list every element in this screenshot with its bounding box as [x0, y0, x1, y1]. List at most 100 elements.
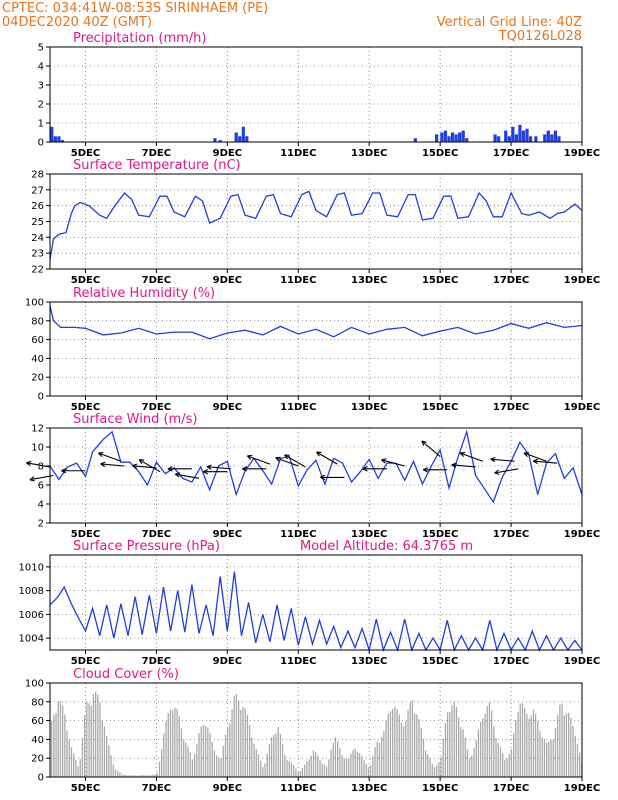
cloud-bar	[506, 758, 508, 777]
precip-bar	[450, 132, 455, 142]
y-tick-label: 1004	[19, 634, 44, 645]
cloud-bar	[524, 708, 526, 777]
cloud-bar	[515, 720, 517, 777]
precip-bar	[57, 136, 61, 142]
cloud-bar	[367, 767, 370, 777]
cloud-bar	[154, 774, 156, 777]
y-tick-label: 20	[31, 373, 44, 384]
cloud-bar	[227, 727, 229, 777]
cloud-bar	[125, 775, 128, 777]
cloud-bar	[130, 775, 132, 777]
y-tick-label: 23	[31, 249, 44, 260]
precip-bar	[440, 132, 444, 142]
wind-arrow	[421, 440, 441, 457]
x-tick-label: 5DEC	[71, 402, 100, 413]
y-tick-label: 5	[38, 43, 44, 54]
cloud-bar	[53, 715, 55, 777]
cloud-bar	[387, 713, 389, 777]
cloud-bar	[70, 747, 73, 777]
cloud-bar	[372, 755, 374, 777]
cloud-bar	[473, 748, 475, 777]
wind-arrow	[138, 459, 161, 473]
precip-bar	[234, 132, 238, 142]
cloud-bar	[365, 764, 367, 777]
x-tick-label: 17DEC	[493, 275, 529, 286]
cloud-bar	[156, 773, 158, 777]
wind-arrow-head	[100, 463, 106, 467]
y-tick-label: 8	[38, 462, 44, 473]
precip-bar	[218, 140, 222, 142]
cloud-title: Cloud Cover (%)	[73, 667, 179, 682]
cloud-bar	[213, 750, 216, 777]
wind-arrow-head	[316, 451, 320, 457]
y-tick-label: 4	[38, 500, 44, 511]
cloud-bar	[301, 767, 304, 777]
wind-arrow-head	[132, 463, 138, 467]
cloud-bar	[477, 729, 480, 777]
wind-arrow-head	[451, 462, 457, 466]
cloud-bar	[381, 737, 383, 777]
x-tick-label: 5DEC	[71, 529, 100, 540]
wind-arrow-head	[523, 451, 530, 454]
cloud-bar	[295, 768, 297, 777]
cloud-bar	[455, 707, 458, 777]
x-tick-label: 7DEC	[142, 783, 171, 794]
cloud-bar	[449, 712, 451, 777]
cloud-bar	[572, 725, 574, 777]
pres-title: Surface Pressure (hPa)	[73, 539, 220, 554]
precip-bar	[461, 130, 465, 142]
x-tick-label: 7DEC	[142, 148, 171, 159]
cloud-bar	[396, 708, 398, 777]
y-tick-label: 40	[31, 735, 44, 746]
wind-arrow	[97, 451, 122, 462]
wind-arrow-shaft	[316, 451, 338, 465]
cloud-bar	[84, 715, 86, 777]
cloud-bar	[438, 762, 440, 777]
y-tick-label: 2	[38, 100, 44, 111]
cloud-bar	[376, 741, 378, 777]
cloud-bar	[235, 694, 238, 777]
wind-arrow	[203, 469, 228, 475]
wind-arrow-head	[98, 451, 104, 454]
y-tick-label: 100	[25, 298, 44, 309]
cloud-bar	[176, 708, 178, 777]
cloud-bar	[403, 726, 405, 777]
cloud-bar	[447, 712, 449, 777]
cloud-bar	[442, 738, 444, 777]
cloud-bar	[266, 753, 268, 777]
cloud-bar	[425, 750, 427, 777]
x-tick-label: 13DEC	[351, 529, 387, 540]
x-tick-label: 17DEC	[493, 402, 529, 413]
precip-bar	[434, 134, 439, 142]
wind-arrow	[494, 468, 519, 475]
wind-arrow-shaft	[175, 473, 200, 479]
precip-bar	[507, 136, 511, 142]
y-tick-label: 1006	[19, 610, 44, 621]
cloud-bar	[554, 728, 557, 777]
x-tick-label: 15DEC	[422, 783, 458, 794]
cloud-bar	[92, 693, 95, 777]
wind-arrow-head	[494, 472, 500, 475]
precip-bar	[534, 136, 538, 142]
cloud-bar	[350, 753, 352, 777]
temp-title: Surface Temperature (nC)	[73, 158, 241, 173]
wind-arrow-head	[284, 454, 288, 460]
rh-series-line	[49, 305, 583, 340]
cloud-bar	[101, 720, 103, 777]
cloud-bar	[139, 775, 141, 777]
pres-series-line	[49, 571, 583, 653]
cloud-bar	[495, 737, 497, 777]
wind-arrow-shaft	[451, 464, 476, 468]
x-tick-label: 13DEC	[351, 148, 387, 159]
precip-bar	[50, 126, 54, 142]
cloud-bar	[312, 750, 315, 777]
cloud-bar	[62, 705, 64, 777]
wind-arrow-head	[100, 461, 106, 465]
wind-arrow-shaft	[100, 463, 125, 467]
precip-bar	[514, 134, 518, 142]
cloud-bar	[211, 741, 213, 777]
y-tick-label: 1	[38, 119, 44, 130]
cloud-bar	[392, 708, 394, 777]
cloud-bar	[218, 758, 220, 777]
cloud-bar	[224, 734, 227, 777]
